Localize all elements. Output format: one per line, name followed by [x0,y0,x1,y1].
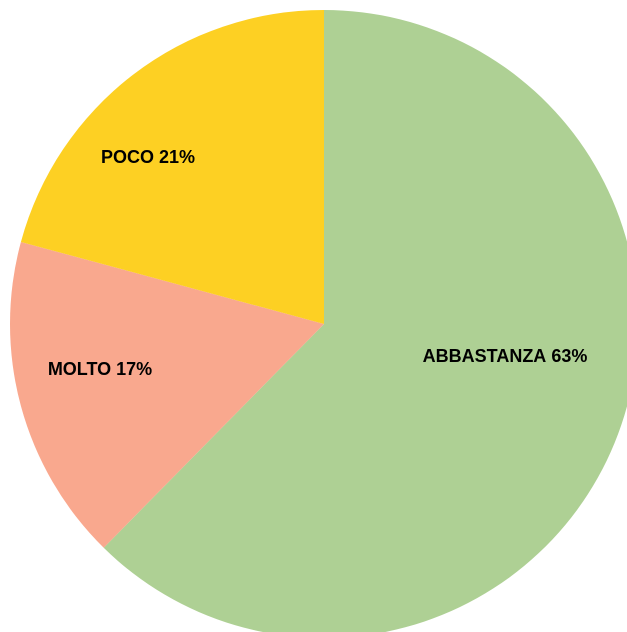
pie-slice [9,241,324,548]
pie-slice [20,10,325,324]
slice-label: POCO 21% [101,147,195,167]
pie-slice [103,10,627,632]
slice-value: 21% [159,147,195,167]
slice-category: POCO [101,147,154,167]
slice-category: ABBASTANZA [423,346,547,366]
slice-label: MOLTO 17% [48,359,152,379]
slice-label: ABBASTANZA 63% [423,346,588,366]
slice-value: 17% [116,359,152,379]
slice-value: 63% [551,346,587,366]
slice-category: MOLTO [48,359,111,379]
